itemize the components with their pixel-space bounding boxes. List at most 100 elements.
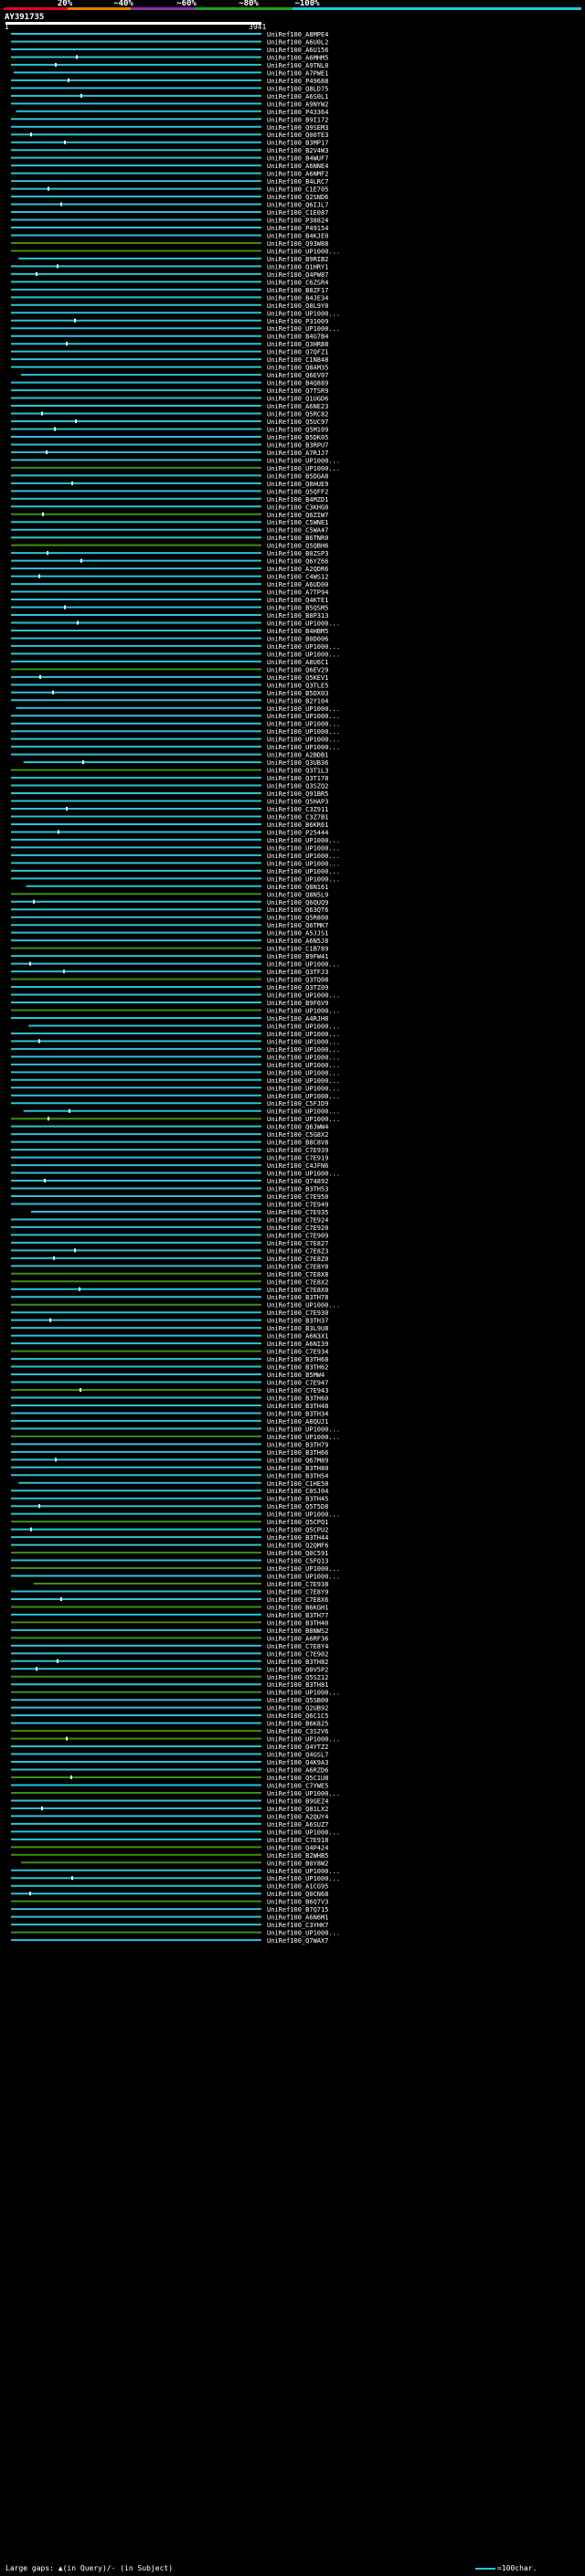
hit-row[interactable]: UniRef100_Q7TSR9 [11,387,328,395]
hit-row[interactable]: UniRef100_UP1000... [11,1046,340,1054]
hit-row[interactable]: UniRef100_UP1000... [11,837,340,844]
hit-row[interactable]: UniRef100_B4MZD1 [11,496,328,504]
hit-row[interactable]: UniRef100_B9RIB2 [18,256,328,263]
hit-row[interactable]: UniRef100_UP1000... [11,1038,340,1045]
hit-row[interactable]: UniRef100_P49154 [11,225,328,232]
hit-row[interactable]: UniRef100_C7YWE5 [11,1782,328,1789]
hit-row[interactable]: UniRef100_UP1000... [11,1565,340,1573]
hit-row[interactable]: UniRef100_A6SUZ7 [11,1821,328,1829]
hit-row[interactable]: UniRef100_Q6QUQ9 [11,899,328,906]
hit-row[interactable]: UniRef100_UP1000... [11,325,340,333]
hit-row[interactable]: UniRef100_Q63QT6 [11,906,328,914]
hit-row[interactable]: UniRef100_UP1000... [11,1116,340,1123]
hit-row[interactable]: UniRef100_UP1000... [11,875,340,883]
hit-row[interactable]: UniRef100_A6RF36 [11,1635,328,1642]
hit-row[interactable]: UniRef100_C7E938 [33,1581,329,1588]
hit-row[interactable]: UniRef100_Q8LD75 [11,85,328,92]
hit-row[interactable]: UniRef100_UP1000... [11,1062,340,1069]
hit-row[interactable]: UniRef100_UP1000... [11,1085,340,1092]
hit-row[interactable]: UniRef100_A6NE23 [11,403,328,410]
hit-row[interactable]: UniRef100_A2QDR6 [11,566,328,573]
hit-row[interactable]: UniRef100_UP1000... [11,1069,340,1076]
hit-row[interactable]: UniRef100_Q00TE3 [11,132,328,139]
hit-row[interactable]: UniRef100_B3TH34 [11,1410,328,1417]
hit-row[interactable]: UniRef100_UP1000... [11,1790,340,1797]
hit-row[interactable]: UniRef100_B3L9U8 [11,1325,328,1332]
hit-row[interactable]: UniRef100_A8QUJ1 [11,1418,328,1426]
hit-row[interactable]: UniRef100_Q8N5L9 [11,891,328,898]
hit-row[interactable]: UniRef100_A8U6C1 [11,659,328,666]
hit-row[interactable]: UniRef100_C7E909 [11,1232,328,1239]
hit-row[interactable]: UniRef100_C7E935 [30,1209,329,1216]
hit-row[interactable]: UniRef100_Q4K9A3 [11,1759,328,1766]
hit-row[interactable]: UniRef100_C1N848 [11,356,328,364]
hit-row[interactable]: UniRef100_Q5CPQ1 [11,1519,328,1526]
hit-row[interactable]: UniRef100_C7E939 [11,1147,328,1154]
hit-row[interactable]: UniRef100_Q7QFZ1 [11,349,328,356]
hit-row[interactable]: UniRef100_Q5T5D8 [11,1503,328,1511]
hit-row[interactable]: UniRef100_Q6TMK7 [11,922,328,929]
hit-row[interactable]: UniRef100_B5DK05 [11,434,328,441]
hit-row[interactable]: UniRef100_B0ZSP3 [11,550,328,557]
hit-row[interactable]: UniRef100_UP1000... [11,457,340,464]
hit-row[interactable]: UniRef100_Q5KEV1 [11,674,328,682]
hit-row[interactable]: UniRef100_C3S2V6 [11,1728,328,1735]
hit-row[interactable]: UniRef100_UP1000... [11,1434,340,1441]
hit-row[interactable]: UniRef100_A6NNE4 [11,163,328,170]
hit-row[interactable]: UniRef100_UP1000... [11,992,340,1000]
hit-row[interactable]: UniRef100_UP1000... [11,728,340,736]
hit-row[interactable]: UniRef100_B4G7B4 [11,334,328,341]
hit-row[interactable]: UniRef100_A6MHM5 [11,54,328,61]
hit-row[interactable]: UniRef100_A7PWE1 [13,69,329,77]
hit-row[interactable]: UniRef100_Q91BR5 [11,790,328,798]
hit-row[interactable]: UniRef100_C7E8X0 [11,1287,328,1294]
hit-row[interactable]: UniRef100_C7E8Z3 [11,1247,328,1255]
hit-row[interactable]: UniRef100_Q6ZIW7 [11,512,328,519]
hit-row[interactable]: UniRef100_P49688 [11,78,328,85]
hit-row[interactable]: UniRef100_Q1UGD6 [11,396,328,403]
hit-row[interactable]: UniRef100_B5MW4 [11,1372,324,1379]
hit-row[interactable]: UniRef100_B6KR61 [11,822,328,829]
hit-row[interactable]: UniRef100_B4KJE0 [11,232,328,239]
hit-row[interactable]: UniRef100_A5JJS1 [11,930,328,938]
hit-row[interactable]: UniRef100_UP1000... [11,643,340,651]
hit-row[interactable]: UniRef100_Q3T178 [11,775,328,782]
hit-row[interactable]: UniRef100_A6UD00 [11,581,328,588]
hit-row[interactable]: UniRef100_Q2UB92 [11,1705,328,1712]
hit-row[interactable]: UniRef100_Q3HRB8 [11,341,328,348]
hit-row[interactable]: UniRef100_UP1000... [11,737,340,744]
hit-row[interactable]: UniRef100_B5DX03 [11,690,328,697]
hit-row[interactable]: UniRef100_Q3TZ09 [11,984,328,991]
hit-row[interactable]: UniRef100_B3TH60 [11,1394,328,1402]
hit-row[interactable]: UniRef100_A6N5J8 [11,938,328,945]
hit-row[interactable]: UniRef100_Q5M109 [11,426,328,433]
hit-row[interactable]: UniRef100_B3TH78 [11,1294,328,1301]
hit-row[interactable]: UniRef100_UP1000... [11,1736,340,1744]
hit-row[interactable]: UniRef100_UP1000... [11,868,340,875]
hit-row[interactable]: UniRef100_B4WUF7 [11,155,328,163]
hit-row[interactable]: UniRef100_Q3SZQ2 [11,783,328,790]
hit-row[interactable]: UniRef100_B6Q7V3 [11,1899,328,1906]
hit-row[interactable]: UniRef100_Q5RC82 [11,411,328,419]
hit-row[interactable]: UniRef100_C7E950 [11,1193,328,1201]
hit-row[interactable]: UniRef100_B3TH40 [11,1619,328,1627]
hit-row[interactable]: UniRef100_UP1000... [28,1023,340,1030]
hit-row[interactable]: UniRef100_Q6JWW4 [11,1124,328,1131]
hit-row[interactable]: UniRef100_UP1000... [11,248,340,255]
hit-row[interactable]: UniRef100_UP1000... [11,844,340,852]
hit-row[interactable]: UniRef100_C7E8Z0 [11,1256,328,1263]
hit-row[interactable]: UniRef100_B7Q715 [11,1906,328,1913]
hit-row[interactable]: UniRef100_B3MP17 [11,140,328,147]
hit-row[interactable]: UniRef100_C6ZSR4 [11,279,328,286]
hit-row[interactable]: UniRef100_UP1000... [11,1574,340,1581]
hit-row[interactable]: UniRef100_A6NI39 [11,1341,328,1348]
hit-row[interactable]: UniRef100_UP1000... [11,713,340,720]
hit-row[interactable]: UniRef100_C5FJD9 [11,1100,328,1108]
hit-row[interactable]: UniRef100_UP1000... [11,1302,340,1309]
hit-row[interactable]: UniRef100_B3RPU7 [11,441,328,449]
hit-row[interactable]: UniRef100_B8P313 [11,612,328,620]
hit-row[interactable]: UniRef100_Q5QFF2 [11,488,328,495]
hit-row[interactable]: UniRef100_Q6EV29 [11,666,328,673]
hit-row[interactable]: UniRef100_C3Z7B1 [11,813,328,821]
hit-row[interactable]: UniRef100_C7E920 [11,1224,328,1232]
